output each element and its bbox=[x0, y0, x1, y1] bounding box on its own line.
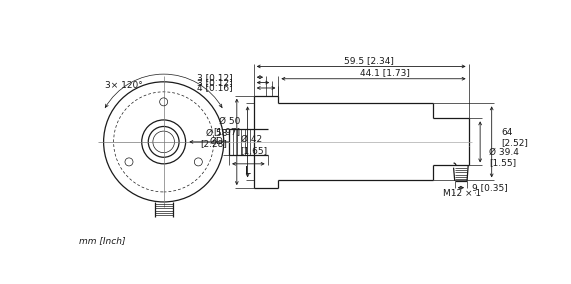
Text: Ø 42
[1.65]: Ø 42 [1.65] bbox=[240, 135, 268, 155]
Text: mm [Inch]: mm [Inch] bbox=[79, 236, 126, 245]
Text: 3 [0.12]: 3 [0.12] bbox=[196, 73, 232, 82]
Text: 9 [0.35]: 9 [0.35] bbox=[472, 183, 508, 192]
Text: 64
[2.52]: 64 [2.52] bbox=[501, 128, 528, 147]
Text: 44.1 [1.73]: 44.1 [1.73] bbox=[360, 68, 410, 77]
Text: 3× 120°: 3× 120° bbox=[104, 81, 143, 89]
Text: M12 × 1: M12 × 1 bbox=[443, 189, 481, 198]
Text: L: L bbox=[246, 166, 251, 176]
Text: 4 [0.16]: 4 [0.16] bbox=[196, 83, 232, 93]
Text: Ø 58
[2.28]: Ø 58 [2.28] bbox=[200, 128, 228, 148]
Text: 3 [0.12]: 3 [0.12] bbox=[196, 78, 232, 87]
Text: ØD: ØD bbox=[209, 137, 223, 146]
Text: Ø 50
[1.97]: Ø 50 [1.97] bbox=[213, 117, 240, 136]
Text: 59.5 [2.34]: 59.5 [2.34] bbox=[344, 56, 394, 65]
Text: Ø 39.4
[1.55]: Ø 39.4 [1.55] bbox=[489, 148, 519, 167]
